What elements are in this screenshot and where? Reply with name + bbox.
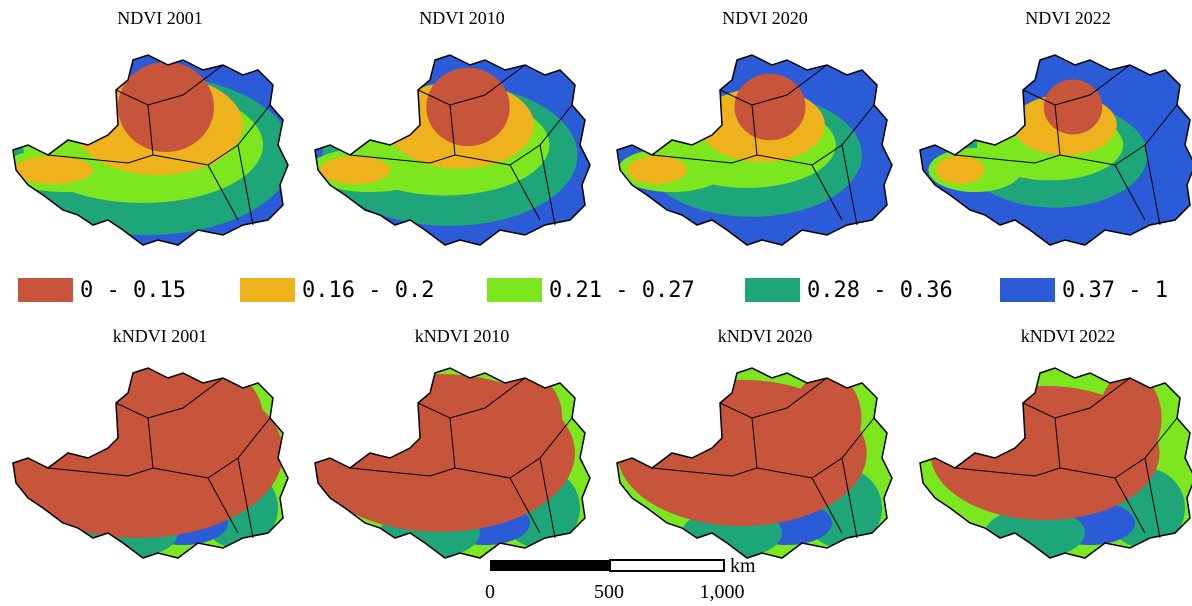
class-area (936, 156, 985, 184)
map (612, 45, 902, 255)
map-title: NDVI 2020 (722, 8, 808, 28)
map-title: kNDVI 2022 (1021, 326, 1116, 346)
map-title: kNDVI 2001 (113, 326, 208, 346)
class-area (320, 156, 390, 184)
map-title: kNDVI 2020 (718, 326, 813, 346)
map (308, 45, 600, 255)
map (915, 358, 1192, 568)
figure: 0 500 1,000 km NDVI 2001 NDVI 2010 NDVI 20… (0, 0, 1192, 606)
map-title: NDVI 2010 (419, 8, 505, 28)
scale-bar-black (490, 560, 610, 571)
map-title: NDVI 2022 (1025, 8, 1111, 28)
legend-label: 0.37 - 1 (1062, 278, 1168, 303)
legend-swatch (745, 278, 800, 302)
legend-label: 0.16 - 0.2 (302, 278, 434, 303)
map-fill (915, 45, 1192, 255)
scale-unit: km (730, 555, 756, 577)
class-area (183, 373, 263, 463)
map (0, 358, 298, 568)
legend-swatch (1000, 278, 1055, 302)
map-title: NDVI 2001 (117, 8, 203, 28)
scale-label: 0 (485, 581, 495, 603)
legend-swatch (18, 278, 73, 302)
map (915, 45, 1192, 255)
class-area (627, 156, 686, 184)
map (612, 358, 902, 568)
scale-label: 500 (594, 581, 624, 603)
legend-swatch (487, 278, 542, 302)
map-title: kNDVI 2010 (415, 326, 510, 346)
scale-label: 1,000 (700, 581, 745, 603)
legend-label: 0.28 - 0.36 (807, 278, 953, 303)
map (305, 358, 600, 568)
class-area (1044, 80, 1103, 135)
class-area (426, 68, 510, 146)
map-fill (915, 358, 1192, 568)
class-area (13, 156, 93, 184)
legend-swatch (240, 278, 295, 302)
class-area (734, 74, 805, 141)
scale-bar-white (610, 560, 724, 571)
class-area (118, 62, 214, 152)
map (0, 45, 298, 255)
legend-label: 0 - 0.15 (80, 278, 186, 303)
legend-label: 0.21 - 0.27 (549, 278, 695, 303)
